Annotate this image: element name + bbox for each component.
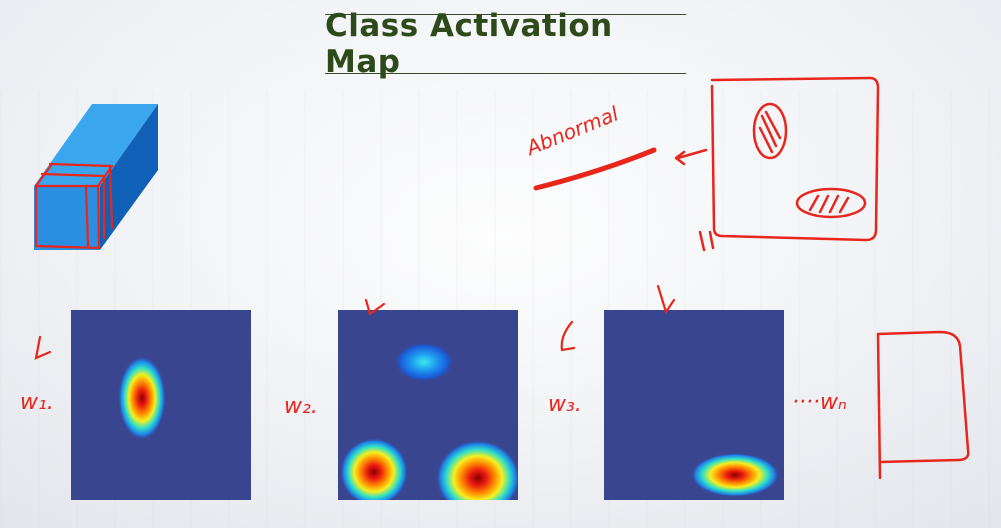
cube-sketch	[34, 162, 114, 250]
output-image-sketch	[674, 76, 880, 252]
down-arrows	[34, 284, 676, 360]
feature-map-3	[604, 310, 784, 500]
feature-map-2	[338, 310, 518, 500]
title-banner: Class Activation Map	[325, 8, 686, 80]
page-title: Class Activation Map	[325, 8, 613, 80]
feature-map-1	[71, 310, 251, 500]
abnormal-underline	[533, 147, 657, 191]
weight-w1-label: w₁.	[20, 390, 54, 415]
weight-w3-label: w₃.	[548, 392, 582, 417]
feature-cube	[34, 104, 158, 250]
nth-map-sketch	[876, 330, 970, 480]
weight-wn-label: ····wₙ	[792, 390, 847, 415]
weight-w2-label: w₂.	[284, 394, 318, 419]
